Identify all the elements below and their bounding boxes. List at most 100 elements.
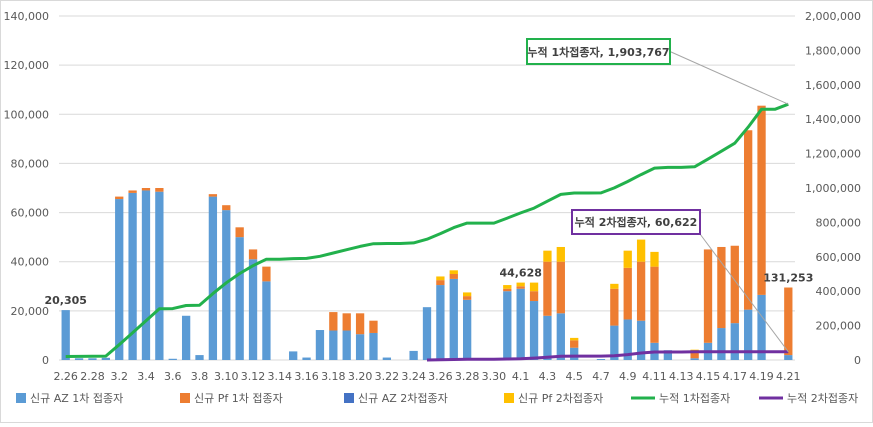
x-tick-label: 4.21 <box>776 370 801 383</box>
bar-1 <box>181 315 191 360</box>
bar-2 <box>355 313 365 335</box>
bar-2 <box>155 188 164 192</box>
x-tick-label: 3.30 <box>482 370 507 383</box>
bar-1 <box>570 347 579 360</box>
bar-1 <box>302 357 311 360</box>
bar-1 <box>690 358 699 360</box>
bar-1 <box>262 281 271 360</box>
bar-1 <box>503 291 512 360</box>
x-tick-label: 3.24 <box>401 370 426 383</box>
bar-2 <box>128 190 137 193</box>
bar-1 <box>195 355 204 360</box>
bar-1 <box>115 199 124 360</box>
bar-1 <box>235 237 244 360</box>
bar-4 <box>516 282 525 287</box>
bar-2 <box>329 312 338 331</box>
bar-1 <box>717 328 726 360</box>
bar-1 <box>449 278 458 360</box>
x-tick-label: 3.8 <box>191 370 209 383</box>
legend-swatch <box>180 393 190 403</box>
data-label: 20,305 <box>44 294 86 307</box>
line-cumulative-dose2 <box>426 350 789 362</box>
x-tick-label: 2.26 <box>53 370 78 383</box>
bar-1 <box>623 319 632 360</box>
legend-label: 신규 Pf 1차 접종자 <box>194 392 283 405</box>
bar-4 <box>650 251 659 267</box>
y-right-tick-label: 2,000,000 <box>805 10 861 23</box>
bar-2 <box>543 261 552 316</box>
bar-1 <box>596 359 606 360</box>
bar-4 <box>556 246 565 262</box>
y-right-tick-label: 1,800,000 <box>805 44 861 57</box>
x-tick-label: 4.5 <box>565 370 583 383</box>
x-tick-label: 3.28 <box>455 370 480 383</box>
bar-2 <box>744 130 753 310</box>
legend-label: 신규 Pf 2차접종자 <box>518 392 603 405</box>
x-tick-label: 3.10 <box>214 370 239 383</box>
x-tick-label: 3.6 <box>164 370 182 383</box>
bar-4 <box>436 276 445 281</box>
bar-1 <box>663 350 673 360</box>
x-tick-label: 3.14 <box>268 370 293 383</box>
x-tick-label: 3.2 <box>110 370 128 383</box>
bar-2 <box>636 261 646 321</box>
legend-label: 신규 AZ 1차 접종자 <box>30 392 123 405</box>
line-cumulative-dose1 <box>65 102 789 358</box>
bar-4 <box>462 292 472 297</box>
bar-1 <box>556 313 565 360</box>
bar-2 <box>208 194 218 197</box>
bar-2 <box>342 313 351 331</box>
callout-label-dose1: 누적 1차접종자, 1,903,767 <box>527 45 669 59</box>
x-tick-label: 4.1 <box>512 370 530 383</box>
x-tick-label: 3.16 <box>294 370 319 383</box>
bar-4 <box>610 283 619 289</box>
x-tick-label: 3.22 <box>375 370 400 383</box>
bar-2 <box>650 266 659 343</box>
x-tick-label: 3.12 <box>241 370 266 383</box>
x-tick-label: 4.19 <box>749 370 774 383</box>
y-left-tick-label: 80,000 <box>11 157 50 170</box>
legend-label: 신규 AZ 2차접종자 <box>358 392 448 405</box>
data-label: 44,628 <box>499 267 541 280</box>
y-right-tick-label: 1,200,000 <box>805 148 861 161</box>
y-left-tick-label: 140,000 <box>4 10 50 23</box>
bar-2 <box>556 261 565 314</box>
bar-2 <box>623 267 632 320</box>
bar-2 <box>690 352 699 359</box>
bar-1 <box>543 315 552 360</box>
bar-4 <box>503 285 512 289</box>
y-left-tick-label: 120,000 <box>4 59 50 72</box>
bar-2 <box>570 340 579 348</box>
legend-swatch <box>504 393 514 403</box>
y-right-tick-label: 600,000 <box>816 251 862 264</box>
x-tick-label: 3.18 <box>321 370 346 383</box>
x-tick-label: 4.17 <box>723 370 748 383</box>
y-right-tick-label: 1,000,000 <box>805 182 861 195</box>
bar-4 <box>623 250 632 268</box>
x-tick-label: 3.26 <box>428 370 453 383</box>
x-tick-label: 4.15 <box>696 370 721 383</box>
x-tick-label: 4.11 <box>642 370 667 383</box>
bar-2 <box>141 188 151 191</box>
y-right-tick-label: 200,000 <box>816 320 862 333</box>
bar-1 <box>730 323 739 360</box>
legend-label: 누적 2차접종자 <box>787 392 858 405</box>
bar-2 <box>449 274 458 279</box>
x-tick-label: 4.9 <box>619 370 637 383</box>
callout-leader <box>699 233 789 353</box>
x-tick-label: 4.3 <box>539 370 557 383</box>
bar-2 <box>757 105 766 295</box>
bar-1 <box>784 355 793 360</box>
bar-1 <box>529 301 539 360</box>
bar-4 <box>449 270 458 274</box>
bar-1 <box>436 285 445 360</box>
bar-1 <box>355 334 365 360</box>
x-tick-label: 4.7 <box>592 370 610 383</box>
bar-2 <box>369 320 378 333</box>
callout-label-dose2: 누적 2차접종자, 60,622 <box>575 215 698 229</box>
bar-2 <box>222 205 231 211</box>
bar-1 <box>516 288 525 360</box>
bar-1 <box>208 196 218 360</box>
bar-2 <box>248 249 258 260</box>
bar-1 <box>369 332 378 360</box>
